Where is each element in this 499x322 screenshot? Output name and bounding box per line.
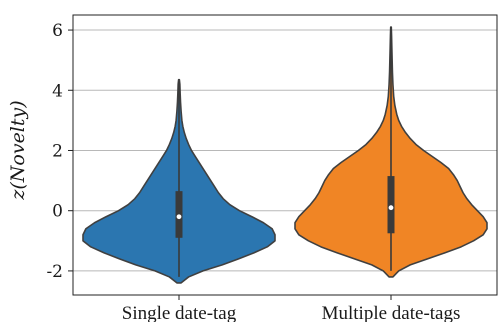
y-tick-label: 2 bbox=[52, 141, 63, 161]
y-tick-label: 6 bbox=[52, 21, 63, 41]
violin-median-point bbox=[176, 214, 182, 220]
violin-multiple-date-tags bbox=[294, 26, 488, 278]
x-axis-ticks: Single date-tag Multiple date-tags bbox=[122, 295, 461, 322]
plot-frame bbox=[72, 14, 498, 296]
y-axis-ticks: -2 0 2 4 6 bbox=[46, 21, 73, 282]
y-axis-label: z(Novelty) bbox=[7, 100, 29, 200]
y-tick-label: 0 bbox=[52, 202, 63, 222]
violins bbox=[82, 26, 488, 284]
y-tick-label: 4 bbox=[52, 81, 63, 101]
violin-median-point bbox=[388, 205, 394, 211]
x-tick-label: Multiple date-tags bbox=[322, 303, 461, 322]
violin-iqr-box bbox=[387, 176, 395, 234]
y-tick-label: -2 bbox=[46, 262, 63, 282]
violin-single-date-tag bbox=[82, 78, 276, 284]
x-tick-label: Single date-tag bbox=[122, 303, 237, 322]
